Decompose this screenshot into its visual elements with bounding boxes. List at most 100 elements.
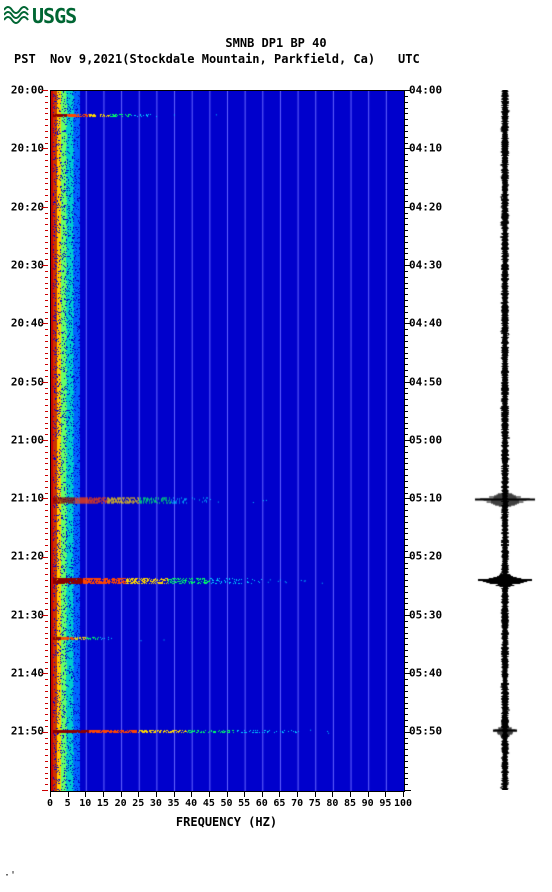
ytick-mark [45, 358, 48, 359]
ytick-right: 04:40 [409, 317, 442, 330]
ytick-mark [405, 580, 408, 581]
ytick-mark [405, 656, 408, 657]
xtick: 45 [203, 798, 215, 809]
usgs-logo: USGS [4, 4, 76, 28]
ytick-mark [42, 790, 48, 791]
ytick-mark [405, 551, 408, 552]
ytick-mark [45, 662, 48, 663]
ytick-mark [405, 294, 408, 295]
xtick: 10 [79, 798, 91, 809]
ytick-left: 21:00 [11, 433, 44, 446]
ytick-mark [45, 446, 48, 447]
ytick-mark [45, 96, 48, 97]
logo-text: USGS [32, 4, 76, 28]
ytick-mark [45, 743, 48, 744]
ytick-mark [405, 96, 408, 97]
ytick-mark [405, 481, 408, 482]
ytick-mark [405, 574, 408, 575]
ytick-mark [405, 428, 408, 429]
ytick-mark [45, 487, 48, 488]
ytick-mark [45, 539, 48, 540]
xtick-mark [209, 792, 210, 797]
xtick-mark [403, 792, 404, 797]
ytick-mark [45, 638, 48, 639]
ytick-mark [405, 90, 411, 91]
ytick-mark [45, 586, 48, 587]
ytick-mark [405, 125, 408, 126]
ytick-mark [45, 621, 48, 622]
ytick-mark [405, 265, 411, 266]
ytick-mark [45, 504, 48, 505]
ytick-mark [405, 154, 408, 155]
ytick-mark [45, 283, 48, 284]
ytick-mark [405, 259, 408, 260]
date-label: Nov 9,2021(Stockdale Mountain, Parkfield… [50, 52, 375, 66]
ytick-mark [405, 166, 408, 167]
ytick-mark [45, 154, 48, 155]
chart-title: SMNB DP1 BP 40 [0, 36, 552, 50]
xtick: 50 [220, 798, 232, 809]
ytick-right: 04:30 [409, 258, 442, 271]
ytick-mark [45, 329, 48, 330]
ytick-mark [405, 633, 408, 634]
ytick-mark [405, 195, 408, 196]
ytick-mark [405, 487, 408, 488]
ytick-mark [45, 516, 48, 517]
spectrogram-canvas [50, 90, 405, 792]
ytick-mark [405, 697, 408, 698]
xtick: 95 [379, 798, 391, 809]
ytick-mark [405, 183, 408, 184]
xtick-mark [368, 792, 369, 797]
xtick-mark [244, 792, 245, 797]
ytick-left: 20:20 [11, 200, 44, 213]
ytick-mark [42, 732, 48, 733]
ytick-mark [45, 178, 48, 179]
ytick-mark [42, 382, 48, 383]
ytick-right: 04:00 [409, 84, 442, 97]
xtick-mark [138, 792, 139, 797]
ytick-mark [405, 498, 411, 499]
ytick-left: 21:10 [11, 492, 44, 505]
x-axis-label: FREQUENCY (HZ) [50, 815, 403, 829]
xtick-mark [350, 792, 351, 797]
ytick-mark [45, 708, 48, 709]
ytick-mark [45, 761, 48, 762]
ytick-mark [45, 545, 48, 546]
ytick-mark [45, 784, 48, 785]
ytick-mark [45, 609, 48, 610]
ytick-mark [45, 522, 48, 523]
ytick-mark [45, 306, 48, 307]
ytick-right: 05:20 [409, 550, 442, 563]
ytick-mark [45, 749, 48, 750]
ytick-mark [405, 668, 408, 669]
ytick-mark [45, 574, 48, 575]
ytick-mark [45, 603, 48, 604]
ytick-mark [45, 755, 48, 756]
ytick-mark [45, 598, 48, 599]
ytick-mark [405, 423, 408, 424]
ytick-mark [405, 703, 408, 704]
ytick-mark [405, 207, 411, 208]
ytick-mark [405, 685, 408, 686]
ytick-mark [45, 248, 48, 249]
xtick-mark [103, 792, 104, 797]
ytick-mark [45, 393, 48, 394]
ytick-mark [405, 108, 408, 109]
ytick-mark [405, 364, 408, 365]
ytick-mark [45, 288, 48, 289]
ytick-right: 05:30 [409, 608, 442, 621]
ytick-mark [405, 773, 408, 774]
ytick-mark [45, 452, 48, 453]
xtick-mark [121, 792, 122, 797]
ytick-mark [45, 592, 48, 593]
xtick: 80 [326, 798, 338, 809]
ytick-mark [45, 102, 48, 103]
ytick-mark [405, 312, 408, 313]
ytick-mark [45, 224, 48, 225]
ytick-left: 21:20 [11, 550, 44, 563]
ytick-mark [45, 399, 48, 400]
ytick-mark [405, 533, 408, 534]
ytick-mark [405, 446, 408, 447]
ytick-mark [45, 364, 48, 365]
ytick-mark [45, 423, 48, 424]
